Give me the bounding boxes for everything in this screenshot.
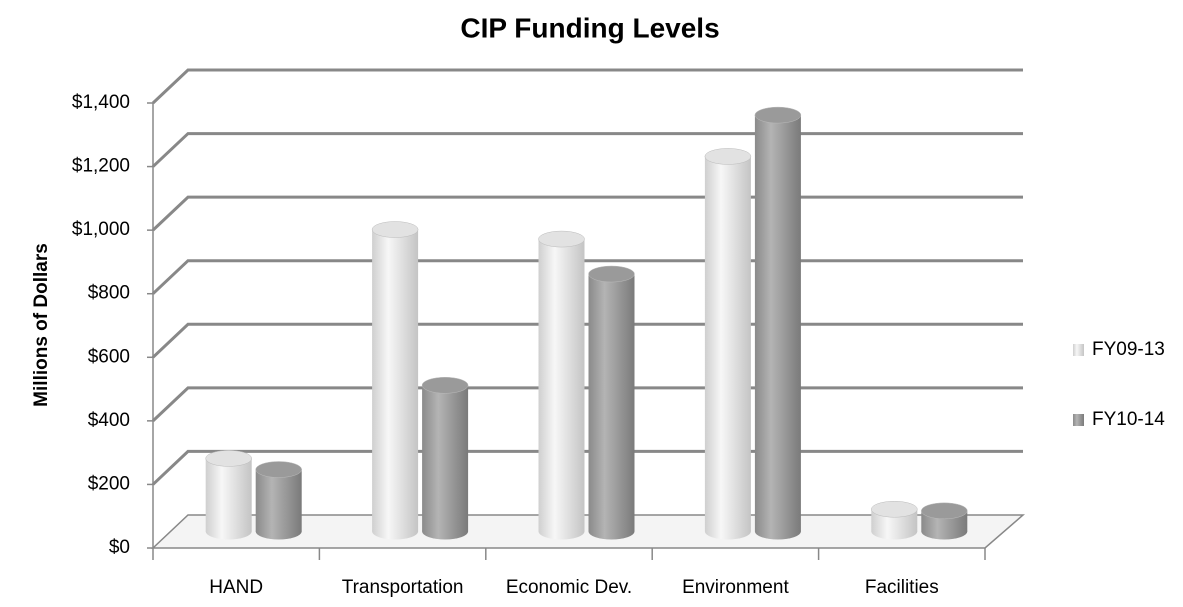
x-tick-label: Economic Dev. — [506, 577, 632, 598]
y-tick-label: $1,400 — [72, 92, 130, 113]
grid-line — [151, 386, 1023, 422]
y-axis-label: Millions of Dollars — [31, 243, 52, 407]
grid-line — [151, 195, 1023, 232]
bar-body — [422, 385, 469, 532]
bar-base — [704, 523, 751, 540]
bar-base — [422, 523, 469, 540]
bar — [588, 265, 635, 540]
bar-body — [704, 156, 751, 532]
bar-base — [754, 523, 801, 540]
bar-top — [871, 501, 918, 518]
bar-base — [871, 523, 918, 540]
bar-top — [255, 461, 302, 478]
bar — [921, 502, 968, 540]
chart-title: CIP Funding Levels — [460, 12, 719, 43]
bar-body — [255, 469, 302, 532]
y-tick-label: $200 — [88, 473, 130, 494]
x-tick-label: HAND — [209, 577, 263, 598]
bars — [205, 106, 968, 540]
bar-top — [205, 450, 252, 467]
legend-label: FY10-14 — [1092, 409, 1165, 430]
y-tick-label: $600 — [88, 346, 130, 367]
bar-base — [588, 523, 635, 540]
y-tick-label: $400 — [88, 410, 130, 431]
bar — [704, 148, 752, 540]
y-tick-label: $1,000 — [72, 219, 130, 240]
legend-swatch — [1073, 414, 1084, 426]
bar-top — [921, 502, 968, 520]
bar-body — [372, 229, 419, 532]
bar-top — [588, 265, 635, 283]
x-tick-label: Environment — [682, 577, 789, 598]
bar — [871, 501, 918, 540]
x-tick-label: Facilities — [865, 577, 939, 598]
bar-top — [704, 148, 752, 165]
grid-line — [151, 132, 1023, 168]
bar-base — [372, 523, 419, 540]
grid-line — [151, 259, 1023, 295]
bar — [538, 230, 585, 540]
bar-base — [205, 523, 252, 540]
bar-top — [538, 230, 585, 248]
bar — [255, 461, 302, 540]
bar — [754, 106, 802, 540]
y-tick-label: $800 — [88, 283, 130, 304]
floor — [151, 103, 1026, 549]
legend-label: FY09-13 — [1092, 339, 1165, 360]
bar — [205, 450, 252, 540]
bar-top — [371, 221, 419, 238]
x-tick-label: Transportation — [342, 577, 464, 598]
legend-swatch — [1073, 344, 1084, 356]
bar-base — [255, 523, 302, 540]
bar-body — [205, 458, 252, 532]
y-tick-label: $0 — [109, 537, 130, 558]
bar-base — [538, 523, 585, 540]
bar-top — [754, 106, 802, 124]
bar — [371, 221, 419, 540]
grid-line — [151, 68, 1023, 105]
bar-base — [921, 523, 968, 540]
bar-body — [588, 274, 635, 532]
bar — [421, 377, 469, 540]
bar-top — [421, 377, 469, 394]
y-tick-label: $1,200 — [72, 156, 130, 177]
bar-body — [538, 239, 585, 532]
grid-line — [151, 322, 1023, 359]
bar-body — [754, 115, 801, 532]
grid — [151, 68, 1023, 486]
